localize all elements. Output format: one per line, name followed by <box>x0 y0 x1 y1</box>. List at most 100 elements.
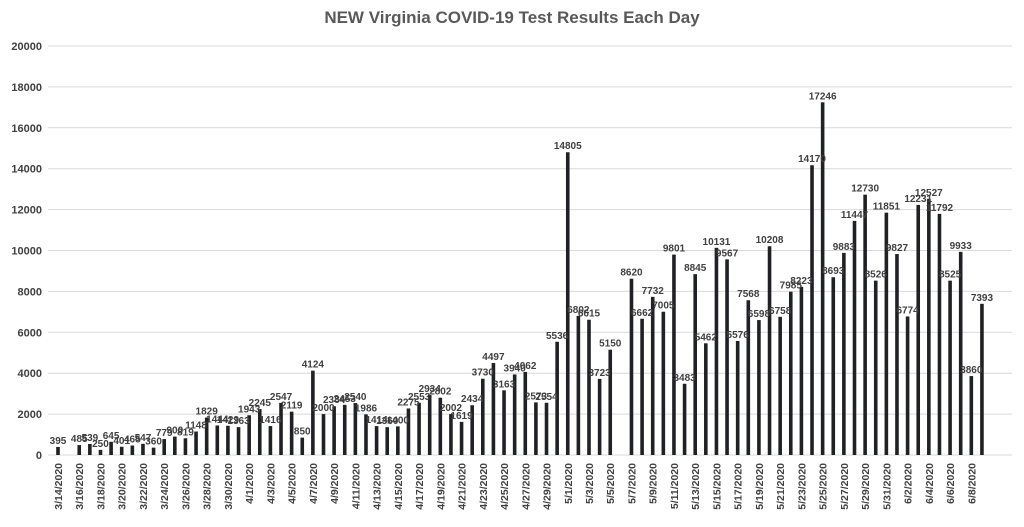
data-label: 3730 <box>472 368 495 379</box>
bar <box>215 425 220 455</box>
bar <box>459 421 464 455</box>
x-tick-label: 3/18/2020 <box>95 463 107 510</box>
x-tick-label: 5/31/2020 <box>881 463 893 510</box>
x-tick-label: 4/17/2020 <box>414 463 426 510</box>
y-tick-label: 6000 <box>18 327 42 339</box>
bar <box>247 415 251 455</box>
data-label: 6774 <box>896 305 919 316</box>
data-label: 850 <box>294 427 311 438</box>
x-tick-label: 5/13/2020 <box>690 463 702 510</box>
data-label: 2434 <box>461 394 484 405</box>
data-label: 1986 <box>355 403 378 414</box>
data-label: 5150 <box>599 339 622 350</box>
data-label: 3483 <box>673 373 696 384</box>
x-tick-label: 4/5/2020 <box>287 463 299 504</box>
bar <box>937 213 942 455</box>
bar <box>98 449 103 455</box>
data-label: 1829 <box>196 407 219 418</box>
data-label: 539 <box>82 433 99 444</box>
data-label: 14170 <box>798 154 826 165</box>
bar <box>406 408 411 455</box>
y-tick-label: 12000 <box>11 205 42 217</box>
bar <box>77 445 82 455</box>
data-label: 7985 <box>780 281 803 292</box>
data-label: 6802 <box>567 305 590 316</box>
bar <box>693 274 697 455</box>
data-label: 1363 <box>227 416 250 427</box>
bar <box>587 319 591 455</box>
bar <box>141 443 145 455</box>
bar <box>438 397 443 455</box>
data-label: 9883 <box>833 242 856 253</box>
bar <box>449 414 453 455</box>
x-tick-label: 5/25/2020 <box>818 463 830 510</box>
data-label: 7393 <box>971 293 994 304</box>
bar <box>151 447 156 455</box>
chart-title: NEW Virginia COVID-19 Test Results Each … <box>324 8 700 27</box>
bar <box>470 405 474 455</box>
x-tick-label: 5/3/2020 <box>584 463 596 504</box>
data-label: 11851 <box>873 202 901 213</box>
data-label: 14805 <box>554 141 582 152</box>
bar <box>863 194 867 455</box>
x-tick-label: 5/29/2020 <box>860 463 872 510</box>
bar <box>905 316 910 455</box>
data-label: 8620 <box>620 268 643 279</box>
bar <box>481 378 485 455</box>
bar <box>746 300 751 455</box>
bar <box>831 277 836 455</box>
bar <box>597 378 602 455</box>
bar <box>629 278 634 455</box>
y-tick-label: 14000 <box>11 164 42 176</box>
bar <box>810 165 814 455</box>
bar <box>396 426 400 455</box>
data-label: 2802 <box>429 387 452 398</box>
data-label: 819 <box>177 427 194 438</box>
x-tick-label: 5/23/2020 <box>796 463 808 510</box>
y-tick-label: 10000 <box>11 246 42 258</box>
bars <box>56 102 984 456</box>
data-label: 17246 <box>809 91 837 102</box>
data-label: 2934 <box>419 384 442 395</box>
data-label: 6758 <box>769 306 792 317</box>
data-label: 2275 <box>397 397 420 408</box>
data-label: 1943 <box>238 404 261 415</box>
data-label: 2453 <box>334 394 357 405</box>
data-label: 11447 <box>841 210 869 221</box>
bar <box>374 426 379 455</box>
y-tick-label: 16000 <box>11 123 42 135</box>
y-tick-label: 0 <box>36 450 42 462</box>
data-label: 3860 <box>960 365 983 376</box>
y-tick-label: 18000 <box>11 82 42 94</box>
bar <box>969 376 974 455</box>
bar <box>119 446 124 455</box>
x-tick-label: 5/17/2020 <box>733 463 745 510</box>
y-tick-label: 8000 <box>18 286 42 298</box>
bar <box>321 414 326 455</box>
bar <box>778 316 782 455</box>
x-tick-label: 5/15/2020 <box>711 463 723 510</box>
bar <box>958 251 963 455</box>
bar <box>162 439 166 455</box>
bar <box>523 371 528 455</box>
data-label: 2573 <box>525 391 548 402</box>
data-label: 2384 <box>323 395 346 406</box>
data-label: 1444 <box>206 414 229 425</box>
data-label: 1360 <box>376 416 399 427</box>
data-label: 2119 <box>281 401 303 412</box>
data-label: 547 <box>135 433 152 444</box>
data-label: 2540 <box>344 392 367 403</box>
bar <box>873 280 878 455</box>
x-tick-label: 6/8/2020 <box>966 463 978 504</box>
x-tick-label: 5/21/2020 <box>775 463 787 510</box>
x-tick-label: 3/30/2020 <box>223 463 235 510</box>
data-label: 2002 <box>440 403 463 414</box>
data-label: 8525 <box>939 270 962 281</box>
bar <box>417 402 421 455</box>
data-label: 7568 <box>737 289 760 300</box>
x-tick-label: 4/9/2020 <box>329 463 341 504</box>
bar <box>342 404 347 455</box>
bar <box>512 374 517 455</box>
